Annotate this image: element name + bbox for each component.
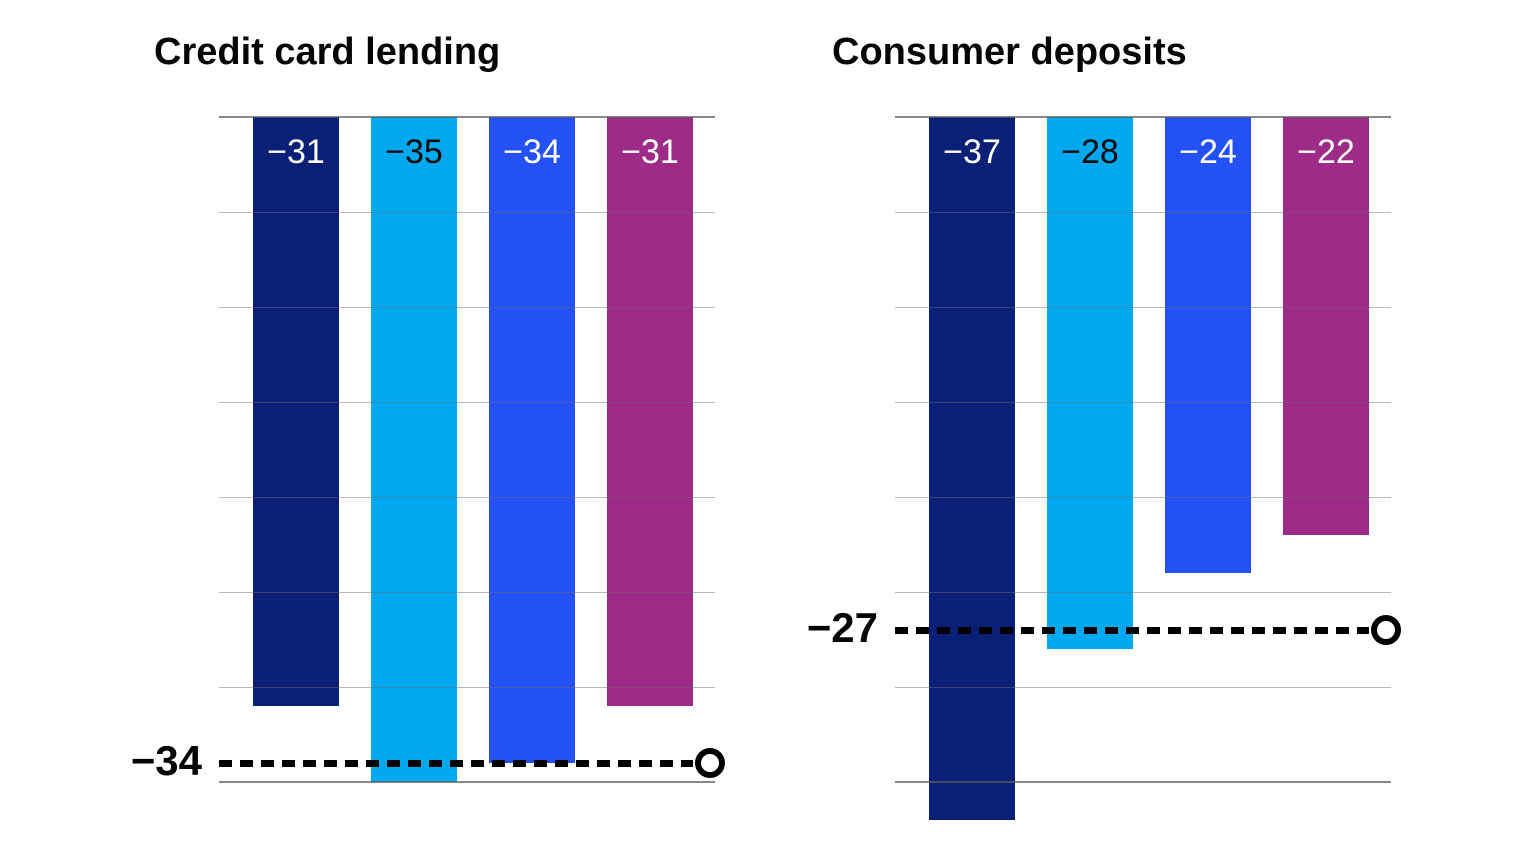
gridline [219,687,715,688]
bar-value-label: −34 [503,133,561,171]
gridline [895,402,1391,403]
gridline [895,687,1391,688]
bar-cyan [1047,117,1133,649]
bar-value-label: −28 [1061,133,1119,171]
x-axis-line [219,116,715,118]
gridline [219,212,715,213]
average-dotted-line [895,626,1369,634]
bar-value-label: −35 [385,133,443,171]
x-axis-line [895,116,1391,118]
gridline [219,307,715,308]
bar-cyan [371,117,457,782]
bar-value-label: −31 [267,133,325,171]
open-circle-marker [695,748,725,778]
bar-navy [253,117,339,706]
bar-magenta [607,117,693,706]
gridline [895,781,1391,783]
chart-title-credit-card-lending: Credit card lending [154,31,501,73]
bar-blue [489,117,575,763]
gridline [219,402,715,403]
average-value-label: −34 [130,737,202,784]
gridline [895,212,1391,213]
bar-value-label: −37 [943,133,1001,171]
gridline [895,307,1391,308]
bar-value-label: −24 [1179,133,1237,171]
bar-value-label: −31 [621,133,679,171]
average-dotted-line [219,759,693,767]
gridline [219,497,715,498]
gridline [219,592,715,593]
bar-navy [929,117,1015,820]
chart-title-consumer-deposits: Consumer deposits [832,31,1187,73]
average-value-label: −27 [806,604,878,651]
bar-magenta [1283,117,1369,535]
bar-value-label: −22 [1297,133,1355,171]
bar-blue [1165,117,1251,573]
gridline [219,781,715,783]
gridline [895,497,1391,498]
gridline [895,592,1391,593]
open-circle-marker [1371,615,1401,645]
